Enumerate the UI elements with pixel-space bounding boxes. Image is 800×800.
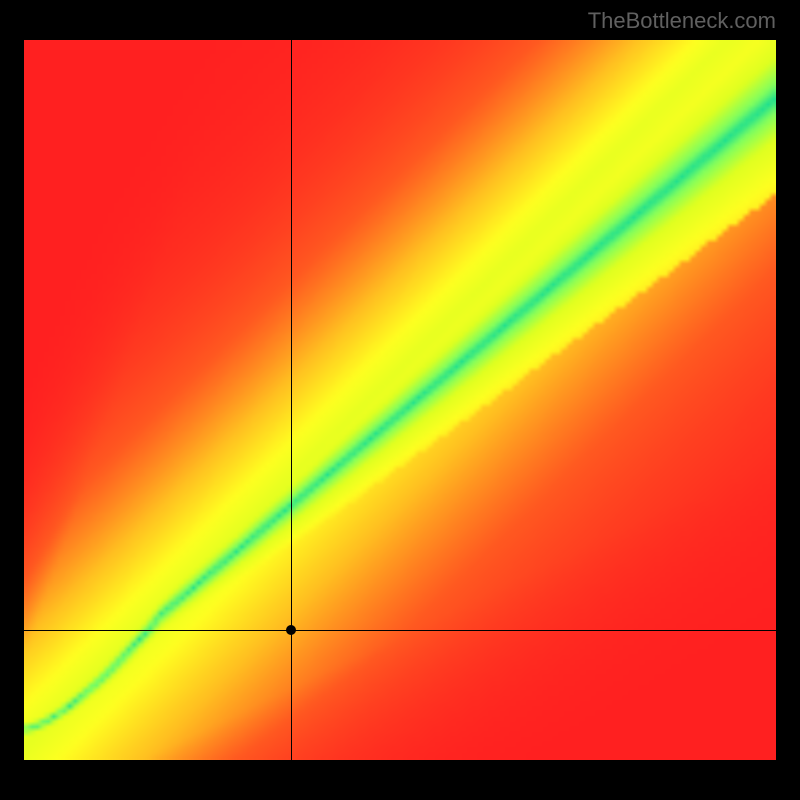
crosshair-horizontal <box>24 630 776 631</box>
heatmap-plot <box>24 40 776 760</box>
crosshair-dot <box>286 625 296 635</box>
heatmap-canvas <box>24 40 776 760</box>
crosshair-vertical <box>291 40 292 760</box>
watermark-text: TheBottleneck.com <box>588 8 776 34</box>
